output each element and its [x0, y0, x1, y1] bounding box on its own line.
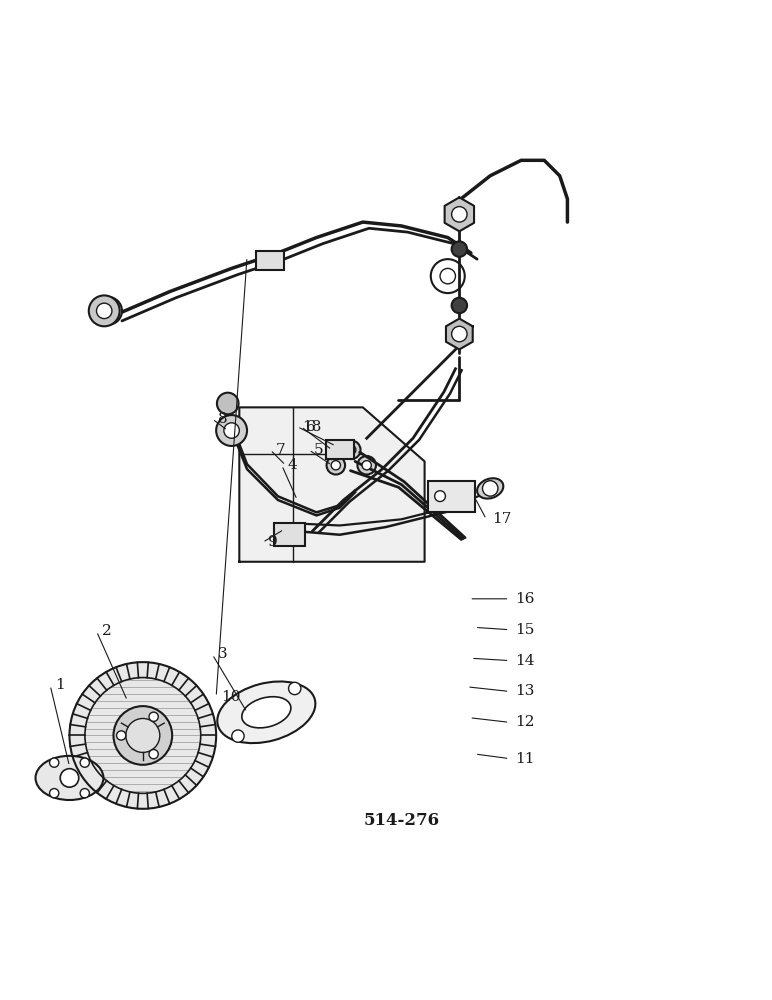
- Ellipse shape: [477, 478, 503, 499]
- Circle shape: [331, 461, 340, 470]
- Text: 1: 1: [56, 678, 66, 692]
- Circle shape: [69, 662, 216, 809]
- Circle shape: [80, 758, 90, 767]
- Polygon shape: [445, 197, 474, 231]
- Circle shape: [217, 393, 239, 414]
- Text: 9: 9: [268, 535, 278, 549]
- Circle shape: [80, 789, 90, 798]
- Ellipse shape: [217, 681, 316, 743]
- Text: 6: 6: [306, 420, 317, 434]
- Circle shape: [289, 682, 301, 695]
- Text: 8: 8: [218, 412, 227, 426]
- Circle shape: [342, 441, 361, 459]
- Circle shape: [347, 445, 356, 454]
- FancyBboxPatch shape: [274, 523, 305, 546]
- Circle shape: [452, 298, 467, 313]
- Circle shape: [49, 758, 59, 767]
- Circle shape: [435, 491, 445, 502]
- Circle shape: [232, 730, 244, 742]
- Circle shape: [482, 481, 498, 496]
- Circle shape: [126, 718, 160, 752]
- Text: 2: 2: [102, 624, 112, 638]
- Text: 10: 10: [222, 690, 241, 704]
- Circle shape: [452, 207, 467, 222]
- Circle shape: [149, 712, 158, 721]
- Circle shape: [89, 295, 120, 326]
- Text: 4: 4: [287, 458, 297, 472]
- Circle shape: [327, 456, 345, 475]
- FancyBboxPatch shape: [256, 251, 284, 270]
- Text: 12: 12: [515, 715, 534, 729]
- Circle shape: [452, 241, 467, 257]
- Circle shape: [49, 789, 59, 798]
- Text: 17: 17: [492, 512, 511, 526]
- Circle shape: [94, 297, 122, 325]
- Circle shape: [216, 415, 247, 446]
- Text: 3: 3: [218, 647, 227, 661]
- Circle shape: [149, 750, 158, 759]
- Text: 5: 5: [314, 443, 323, 457]
- Text: 18: 18: [303, 420, 322, 434]
- Text: 7: 7: [276, 443, 285, 457]
- FancyBboxPatch shape: [326, 440, 354, 459]
- Circle shape: [452, 326, 467, 342]
- Circle shape: [60, 769, 79, 787]
- Text: 14: 14: [515, 654, 534, 668]
- Text: 16: 16: [515, 592, 534, 606]
- Circle shape: [224, 423, 239, 438]
- Text: 13: 13: [515, 684, 534, 698]
- Circle shape: [440, 268, 455, 284]
- Circle shape: [362, 461, 371, 470]
- Circle shape: [96, 303, 112, 319]
- Ellipse shape: [36, 756, 103, 800]
- Circle shape: [113, 706, 172, 765]
- Polygon shape: [446, 319, 472, 349]
- Circle shape: [357, 456, 376, 475]
- Text: 11: 11: [515, 752, 534, 766]
- Ellipse shape: [242, 697, 291, 728]
- Circle shape: [117, 731, 126, 740]
- FancyBboxPatch shape: [428, 481, 475, 512]
- Polygon shape: [239, 407, 425, 562]
- Text: 15: 15: [515, 623, 534, 637]
- Text: 514-276: 514-276: [364, 812, 439, 829]
